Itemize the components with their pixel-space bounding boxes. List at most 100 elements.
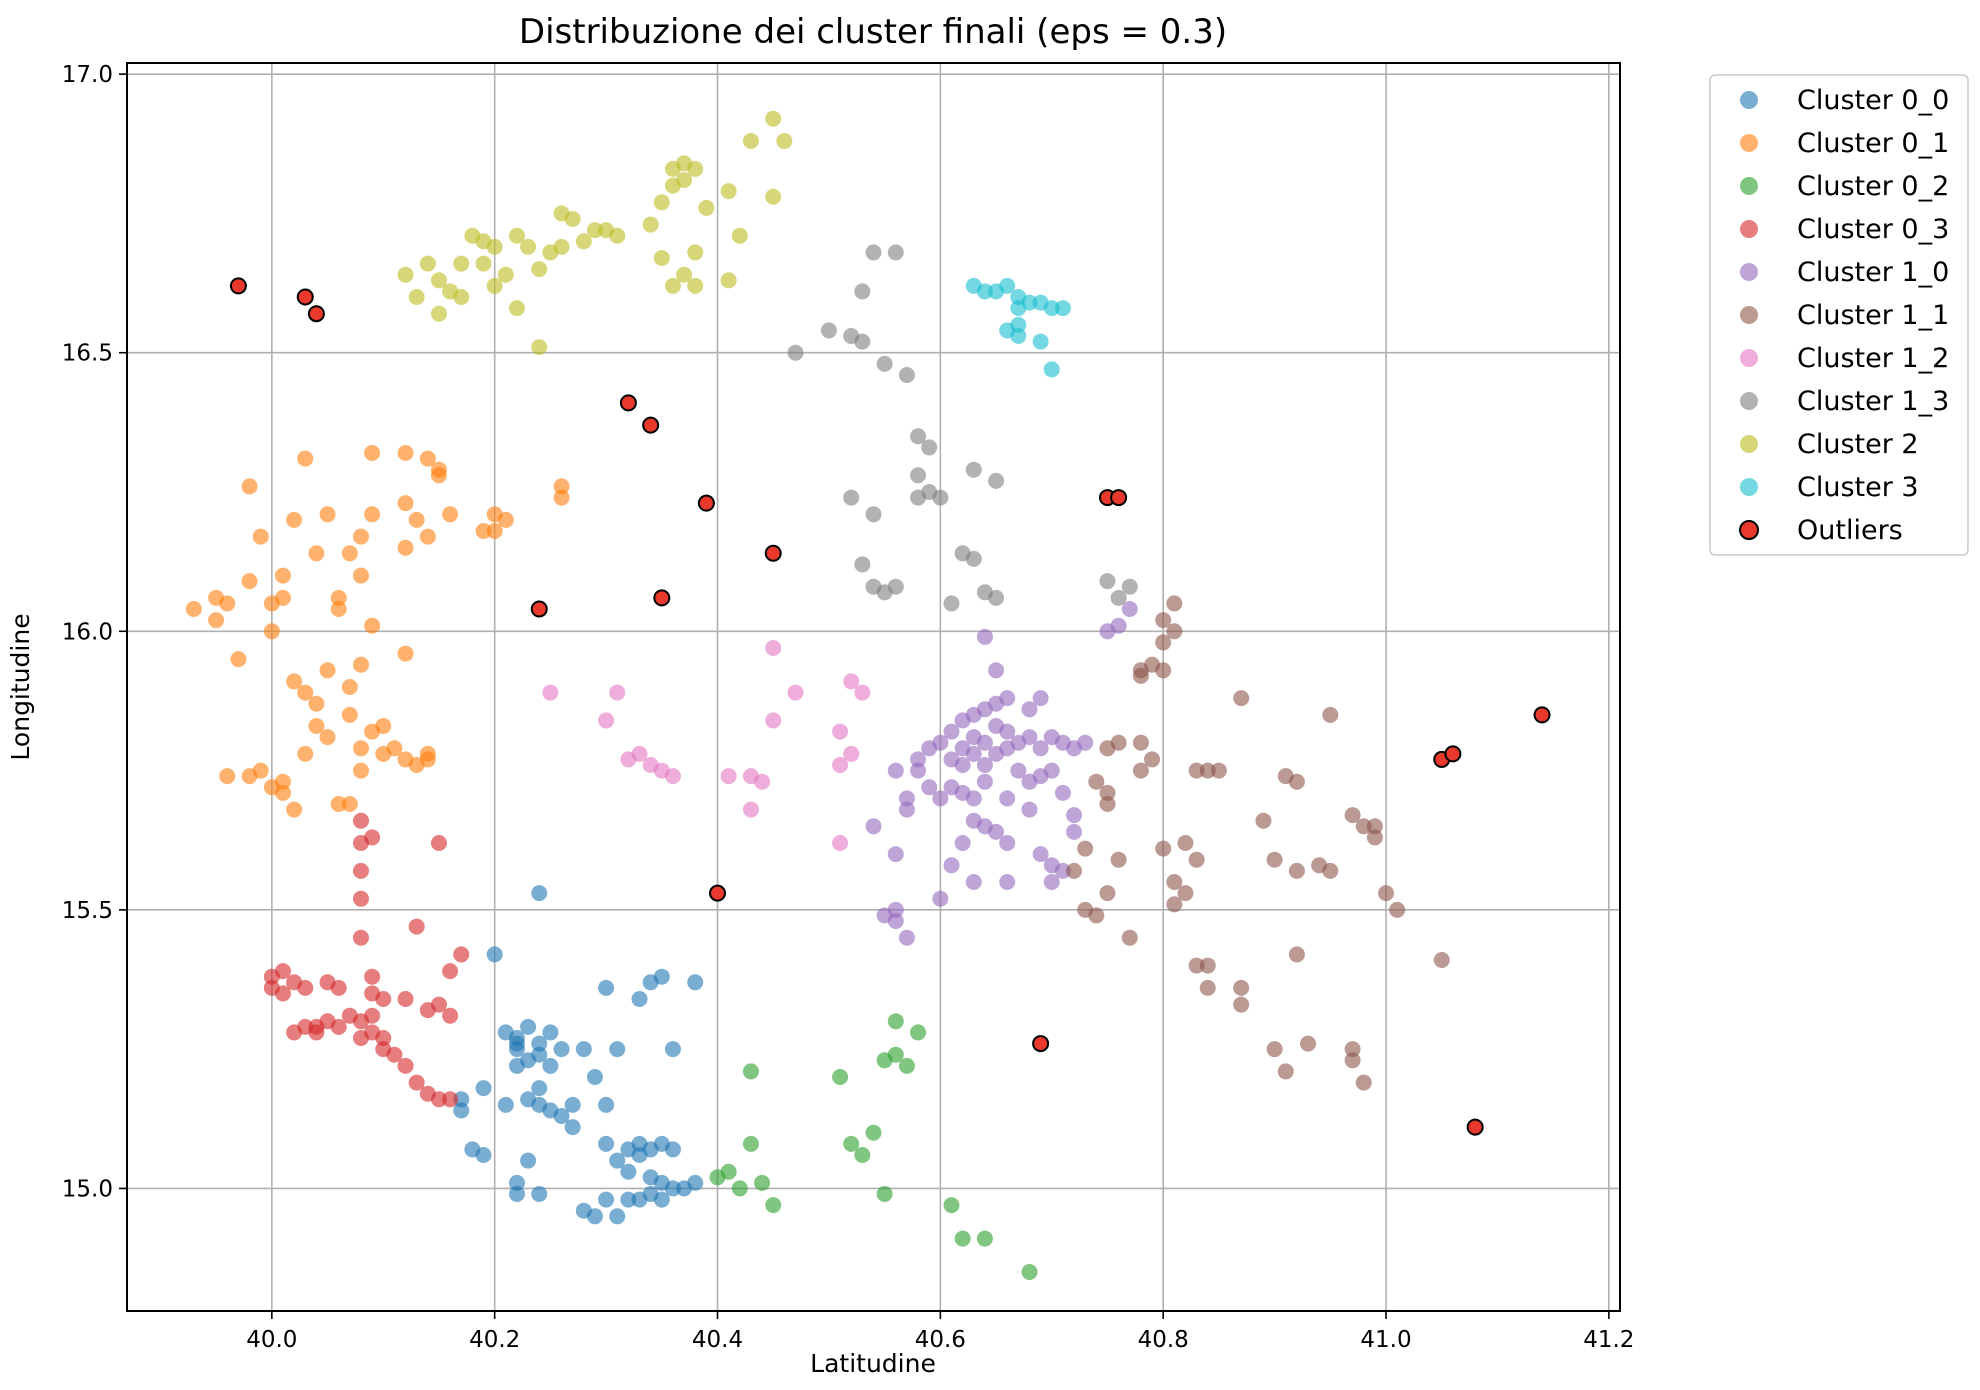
data-point	[988, 589, 1005, 606]
data-point	[887, 846, 904, 863]
data-point	[898, 801, 915, 818]
data-point	[943, 857, 960, 874]
data-point	[453, 1102, 470, 1119]
data-point	[219, 768, 236, 785]
data-point	[999, 723, 1016, 740]
data-point	[887, 913, 904, 929]
outlier-point	[709, 884, 727, 902]
data-point	[286, 673, 303, 690]
data-point	[241, 768, 258, 785]
legend-marker	[1740, 177, 1758, 195]
data-point	[999, 277, 1016, 294]
data-point	[1010, 762, 1027, 779]
data-point	[1355, 818, 1372, 835]
data-point	[1121, 929, 1138, 946]
data-point	[1255, 812, 1272, 829]
data-point	[620, 1163, 637, 1180]
data-point	[1066, 862, 1083, 879]
data-point	[731, 1180, 748, 1197]
data-point	[364, 617, 381, 634]
data-point	[609, 684, 626, 701]
data-point	[319, 662, 336, 679]
data-point	[575, 1202, 592, 1219]
y-tick-label: 17.0	[62, 62, 113, 88]
data-point	[854, 556, 871, 573]
data-point	[943, 723, 960, 740]
data-point	[408, 289, 425, 305]
outlier-point	[1533, 706, 1551, 724]
data-point	[297, 450, 314, 467]
data-point	[676, 155, 693, 172]
y-axis-ticks: 15.0 15.5 16.0 16.5 17.0	[62, 62, 127, 1202]
data-point	[531, 885, 548, 902]
data-point	[653, 250, 670, 266]
outlier-point	[1032, 1035, 1050, 1053]
data-point	[341, 545, 358, 562]
legend-marker	[1740, 91, 1758, 109]
data-point	[352, 890, 369, 907]
data-point	[508, 300, 525, 317]
legend-label: Cluster 3	[1797, 472, 1919, 503]
data-point	[687, 1174, 704, 1191]
y-tick-label: 16.0	[62, 619, 113, 645]
outlier-point	[296, 288, 314, 306]
data-point	[1099, 885, 1116, 902]
outlier-point	[307, 305, 325, 323]
data-point	[386, 1046, 403, 1063]
data-point	[352, 762, 369, 779]
data-point	[676, 172, 693, 188]
legend-label: Cluster 0_0	[1797, 85, 1949, 116]
legend-label: Cluster 1_1	[1797, 300, 1949, 331]
data-point	[1166, 874, 1183, 890]
data-point	[408, 918, 425, 935]
data-point	[910, 1024, 927, 1041]
data-point	[397, 1057, 414, 1074]
data-point	[631, 1191, 648, 1208]
data-point	[464, 1141, 481, 1158]
data-point	[364, 968, 381, 985]
data-point	[286, 511, 303, 528]
data-point	[1110, 734, 1127, 751]
data-point	[999, 835, 1016, 851]
data-point	[954, 1230, 971, 1247]
data-point	[1099, 796, 1116, 812]
data-point	[776, 133, 793, 149]
data-point	[1110, 617, 1127, 634]
data-point	[553, 489, 570, 506]
data-point	[430, 835, 447, 851]
data-point	[854, 1147, 871, 1163]
data-point	[1077, 734, 1094, 751]
data-point	[542, 1024, 559, 1041]
data-point	[1389, 901, 1406, 918]
data-point	[965, 790, 982, 807]
data-point	[1043, 874, 1060, 890]
data-point	[497, 511, 514, 528]
series-cluster-0-0	[453, 885, 704, 1225]
data-point	[430, 1091, 447, 1108]
data-point	[274, 589, 291, 606]
legend-label: Cluster 1_3	[1797, 386, 1949, 417]
legend-marker	[1740, 349, 1758, 367]
data-point	[832, 757, 849, 773]
data-point	[1010, 300, 1027, 317]
data-point	[921, 779, 938, 796]
data-point	[1288, 862, 1305, 879]
data-point	[754, 773, 771, 790]
data-point	[1043, 300, 1060, 317]
data-point	[564, 211, 581, 227]
data-point	[1155, 662, 1172, 679]
data-point	[631, 1147, 648, 1163]
data-point	[1132, 734, 1149, 751]
data-point	[664, 768, 681, 785]
data-point	[486, 238, 503, 255]
data-point	[1110, 851, 1127, 868]
grid-lines	[127, 63, 1620, 1311]
data-point	[263, 968, 280, 985]
data-point	[765, 110, 782, 127]
data-point	[765, 640, 782, 656]
data-point	[319, 729, 336, 746]
data-point	[1032, 333, 1049, 350]
data-point	[286, 801, 303, 818]
legend-label: Cluster 1_0	[1797, 257, 1949, 288]
data-point	[1300, 1035, 1317, 1052]
